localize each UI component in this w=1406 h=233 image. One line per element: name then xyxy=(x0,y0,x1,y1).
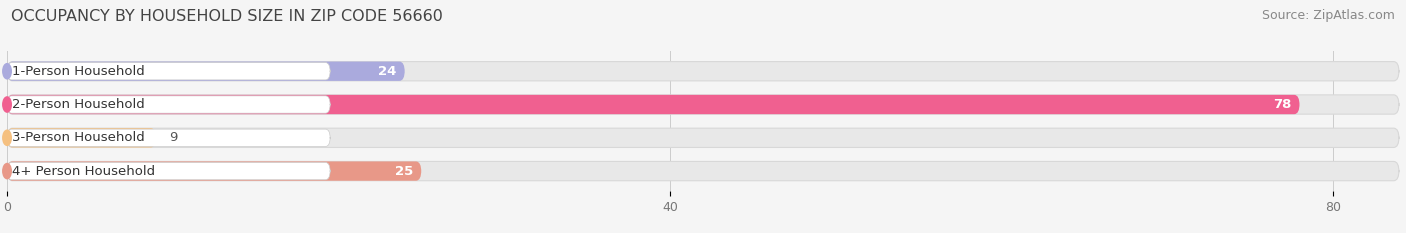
Text: 78: 78 xyxy=(1272,98,1291,111)
Text: 1-Person Household: 1-Person Household xyxy=(13,65,145,78)
Ellipse shape xyxy=(1,96,13,113)
Ellipse shape xyxy=(1,63,13,79)
Text: 2-Person Household: 2-Person Household xyxy=(13,98,145,111)
Ellipse shape xyxy=(1,163,13,179)
FancyBboxPatch shape xyxy=(7,128,1399,147)
FancyBboxPatch shape xyxy=(7,96,330,113)
FancyBboxPatch shape xyxy=(7,63,330,80)
Text: 3-Person Household: 3-Person Household xyxy=(13,131,145,144)
FancyBboxPatch shape xyxy=(7,95,1399,114)
FancyBboxPatch shape xyxy=(7,129,330,147)
Text: Source: ZipAtlas.com: Source: ZipAtlas.com xyxy=(1261,9,1395,22)
FancyBboxPatch shape xyxy=(7,62,405,81)
FancyBboxPatch shape xyxy=(7,128,156,147)
Text: 24: 24 xyxy=(378,65,396,78)
FancyBboxPatch shape xyxy=(7,161,422,181)
Text: OCCUPANCY BY HOUSEHOLD SIZE IN ZIP CODE 56660: OCCUPANCY BY HOUSEHOLD SIZE IN ZIP CODE … xyxy=(11,9,443,24)
Text: 4+ Person Household: 4+ Person Household xyxy=(13,164,155,178)
FancyBboxPatch shape xyxy=(7,161,1399,181)
Text: 25: 25 xyxy=(395,164,413,178)
Ellipse shape xyxy=(1,130,13,146)
Text: 9: 9 xyxy=(170,131,177,144)
FancyBboxPatch shape xyxy=(7,95,1299,114)
FancyBboxPatch shape xyxy=(7,62,1399,81)
FancyBboxPatch shape xyxy=(7,162,330,180)
